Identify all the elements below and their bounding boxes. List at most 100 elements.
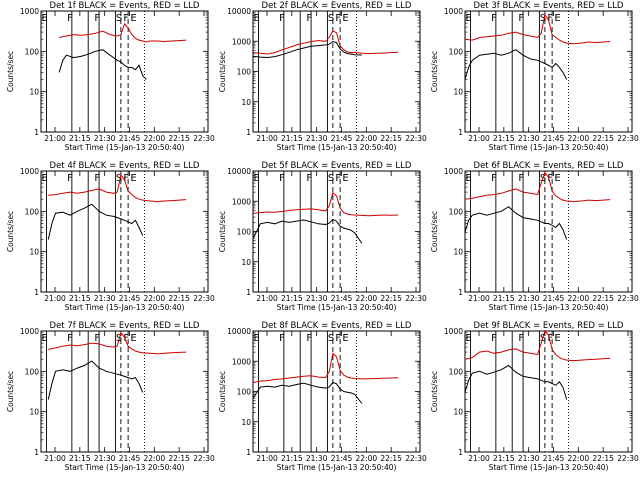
x-tick-label: 21:00: [44, 454, 66, 463]
y-tick-label: 1000: [232, 197, 251, 206]
event-label: F: [67, 13, 73, 24]
x-tick-label: 22:00: [568, 294, 590, 303]
event-label: E: [41, 13, 47, 24]
event-label: F: [518, 13, 524, 24]
x-tick-label: 21:30: [306, 454, 328, 463]
event-label: F: [306, 13, 312, 24]
y-tick-label: 10000: [227, 327, 251, 336]
event-label: F: [547, 173, 553, 184]
y-tick-label: 10: [453, 248, 463, 257]
x-tick-label: 22:30: [193, 134, 215, 143]
x-tick-label: 21:30: [94, 134, 116, 143]
y-tick-label: 1: [246, 288, 251, 297]
event-label: E: [342, 13, 348, 24]
x-tick-label: 22:15: [380, 294, 402, 303]
y-tick-label: 1000: [20, 327, 39, 336]
y-tick-label: 10: [29, 248, 39, 257]
x-tick-label: 22:30: [405, 454, 427, 463]
plot-frame: [464, 10, 633, 133]
plot-frame: [252, 330, 421, 453]
event-label: E: [130, 333, 136, 344]
panel-title: Det 1f BLACK = Events, RED = LLD: [50, 1, 200, 11]
y-tick-label: 1: [34, 128, 39, 137]
y-axis-label: Counts/sec: [430, 211, 439, 252]
x-tick-label: 21:15: [493, 454, 515, 463]
event-label: E: [130, 13, 136, 24]
y-tick-label: 10: [453, 408, 463, 417]
y-tick-label: 1000: [20, 167, 39, 176]
x-tick-label: 22:15: [380, 454, 402, 463]
event-label: F: [94, 173, 100, 184]
event-label: S: [328, 13, 334, 24]
x-tick-label: 21:15: [493, 294, 515, 303]
event-label: F: [518, 173, 524, 184]
y-tick-label: 100: [25, 367, 40, 376]
x-tick-label: 22:15: [168, 294, 190, 303]
panel-title: Det 9f BLACK = Events, RED = LLD: [474, 321, 624, 331]
event-label: E: [554, 13, 560, 24]
event-label: F: [279, 13, 285, 24]
y-axis-label: Counts/sec: [218, 211, 227, 252]
x-tick-label: 21:45: [543, 454, 565, 463]
event-label: E: [465, 333, 471, 344]
event-label: F: [67, 173, 73, 184]
event-label: F: [491, 333, 497, 344]
y-tick-label: 1: [34, 288, 39, 297]
y-tick-label: 1000: [20, 7, 39, 16]
x-axis-label: Start Time (15-Jan-13 20:50:40): [489, 143, 609, 152]
event-label: F: [335, 333, 341, 344]
series-black-events: [47, 203, 144, 240]
panel-title: Det 6f BLACK = Events, RED = LLD: [474, 161, 624, 171]
y-tick-label: 1: [34, 448, 39, 457]
x-tick-label: 22:00: [144, 134, 166, 143]
event-label: E: [342, 333, 348, 344]
x-tick-label: 21:15: [69, 294, 91, 303]
event-label: E: [554, 333, 560, 344]
series-red-lld: [464, 171, 611, 203]
event-label: E: [253, 333, 259, 344]
series-black-events: [252, 218, 363, 244]
event-label: E: [253, 13, 259, 24]
x-tick-label: 22:00: [356, 134, 378, 143]
x-tick-label: 21:15: [281, 294, 303, 303]
event-label: E: [41, 333, 47, 344]
event-label: F: [67, 333, 73, 344]
x-tick-label: 22:30: [617, 294, 639, 303]
x-axis-label: Start Time (15-Jan-13 20:50:40): [277, 143, 397, 152]
series-red-lld: [252, 191, 399, 217]
panel-title: Det 8f BLACK = Events, RED = LLD: [262, 321, 412, 331]
panel-title: Det 7f BLACK = Events, RED = LLD: [50, 321, 200, 331]
event-label: E: [465, 173, 471, 184]
x-axis-label: Start Time (15-Jan-13 20:50:40): [489, 303, 609, 312]
y-tick-label: 10: [29, 88, 39, 97]
x-tick-label: 21:15: [69, 454, 91, 463]
panel-title: Det 2f BLACK = Events, RED = LLD: [262, 1, 412, 11]
x-tick-label: 21:15: [281, 454, 303, 463]
event-label: F: [94, 13, 100, 24]
event-label: E: [465, 13, 471, 24]
x-tick-label: 21:45: [543, 294, 565, 303]
series-red-lld: [464, 13, 611, 45]
x-axis-label: Start Time (15-Jan-13 20:50:40): [489, 463, 609, 472]
x-tick-label: 21:15: [69, 134, 91, 143]
y-axis-label: Counts/sec: [218, 51, 227, 92]
x-tick-label: 21:45: [119, 294, 141, 303]
x-tick-label: 21:00: [468, 294, 490, 303]
x-tick-label: 22:30: [193, 454, 215, 463]
series-black-events: [47, 360, 144, 400]
event-label: F: [335, 173, 341, 184]
x-tick-label: 22:00: [356, 294, 378, 303]
panel-7: Det 7f BLACK = Events, RED = LLD 1 10 100 10…: [6, 321, 215, 472]
y-axis-label: Counts/sec: [6, 51, 15, 92]
panel-9: Det 9f BLACK = Events, RED = LLD 1 10 100 10…: [430, 321, 639, 472]
x-axis-label: Start Time (15-Jan-13 20:50:40): [65, 303, 185, 312]
event-label: S: [116, 173, 122, 184]
y-tick-label: 1: [246, 128, 251, 137]
x-tick-label: 21:30: [94, 454, 116, 463]
panel-1: Det 1f BLACK = Events, RED = LLD 1 10 100 10…: [6, 1, 215, 152]
y-tick-label: 100: [25, 207, 40, 216]
y-tick-label: 10000: [227, 7, 251, 16]
y-tick-label: 1: [458, 128, 463, 137]
panel-title: Det 3f BLACK = Events, RED = LLD: [474, 1, 624, 11]
